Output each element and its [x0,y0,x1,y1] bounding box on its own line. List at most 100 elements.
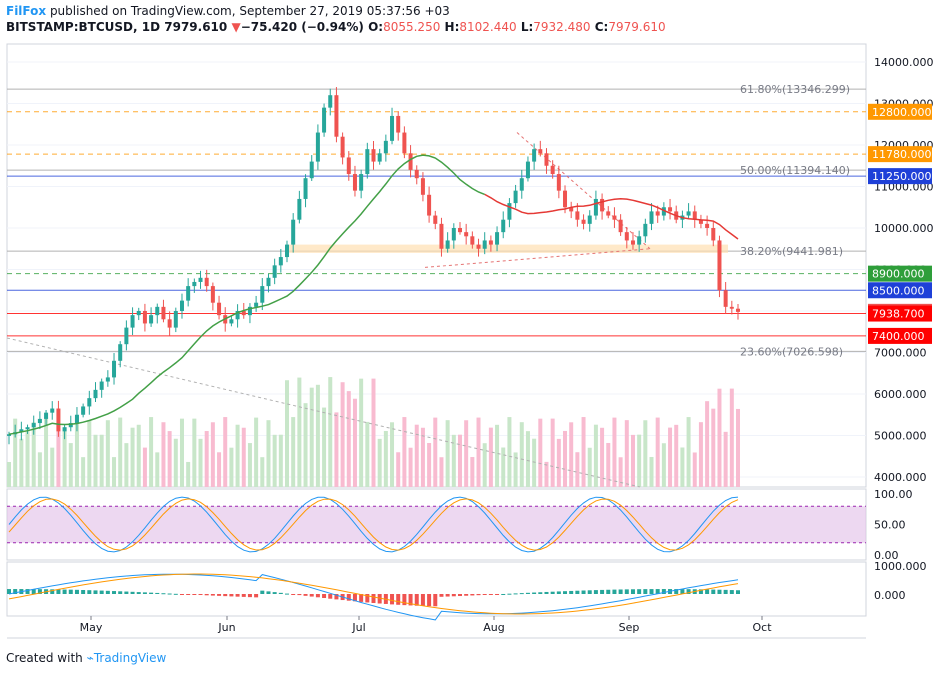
macd-histogram-bar [427,594,432,607]
price-tick-label: 7000.000 [874,347,927,360]
volume-bar [204,431,209,487]
candle [340,132,345,165]
candle [507,198,512,228]
high-value: 8102.440 [459,20,517,34]
macd-histogram-bar [457,594,462,597]
candle [179,293,184,319]
macd-histogram-bar [544,591,549,594]
time-axis[interactable]: May Jun Jul Aug Sep Oct [80,616,773,634]
price-badge-3: 8900.000 [868,265,932,282]
macd-histogram-bar [260,590,265,594]
price-badge-1: 11780.000 [868,146,932,163]
candle-body [136,311,141,316]
rsi-tick-label: 0.00 [874,549,899,562]
macd-histogram-bar [167,593,172,595]
candle [99,378,104,398]
candle [433,210,438,230]
volume-bar [303,403,308,487]
macd-histogram-bar [247,594,252,598]
volume-bar [507,417,512,487]
volume-bar [81,457,86,487]
candle [167,311,172,336]
candle [482,232,487,255]
candle-body [352,174,357,191]
candle [408,145,413,178]
candle-body [118,344,123,361]
volume-bar [365,421,370,487]
candle [81,403,86,418]
price-badge-bg [868,327,932,344]
tradingview-link[interactable]: TradingView [93,651,167,665]
volume-bar [402,417,407,487]
volume-bar [470,457,475,487]
volume-bar [587,447,592,487]
candle-body [254,302,259,307]
candle [457,222,462,235]
candle-body [25,427,30,430]
macd-histogram-bar [192,594,197,595]
macd-histogram-bar [13,589,18,594]
macd-histogram-bar [420,594,425,606]
volume-bar [62,427,67,487]
price-tick-label: 4000.000 [874,471,927,484]
price-badge-7: 7400.000 [868,327,932,344]
candle [556,165,561,199]
volume-bar [93,434,98,487]
volume-bar [705,401,710,487]
macd-histogram-bar [62,589,67,594]
price-badge-0: 12800.000 [868,103,932,120]
candle [31,415,36,435]
volume-bar [538,418,543,487]
candle-body [563,190,568,208]
candle [204,269,209,292]
candle-body [303,178,308,199]
candle-body [476,244,481,249]
macd-histogram-bar [93,590,98,594]
pane-2 [6,561,867,617]
macd-histogram-bar [637,589,642,594]
candle-body [698,219,703,224]
macd-line [8,573,739,621]
macd-histogram-bar [470,594,475,596]
candle-body [124,327,129,345]
symbol-label: BITSTAMP:BTCUSD, 1D [6,20,161,34]
candle-body [525,161,530,179]
volume-bar [556,438,561,487]
candle [266,273,271,293]
publisher-name[interactable]: FilFox [6,4,47,18]
chart-header: FilFox published on TradingView.com, Sep… [6,3,926,35]
price-tick-label: 14000.000 [874,56,934,69]
macd-histogram-bar [161,593,166,595]
macd-histogram-bar [563,591,568,594]
macd-histogram-bar [136,592,141,594]
macd-histogram-bar [680,589,685,594]
volume-bar [173,438,178,487]
volume-bar [229,447,234,487]
candle [365,142,370,179]
volume-bar [433,417,438,487]
candle [93,382,98,403]
candle-body [291,219,296,245]
candle-body [661,207,666,216]
candle [451,223,456,249]
price-change: −75.420 (−0.94%) [240,20,364,34]
candle-body [260,286,265,303]
volume-bar [575,452,580,487]
candle-body [62,427,67,432]
candle-body [451,228,456,241]
fib-label-0: 61.80%(13346.299) [740,83,850,96]
candle-body [612,215,617,220]
macd-histogram-bar [606,589,611,594]
candle-body [470,236,475,245]
candle [593,190,598,220]
price-badge-label: 8900.000 [872,268,925,281]
volume-bar [501,447,506,487]
volume-bar [445,420,450,487]
candle [655,205,660,223]
volume-bar [99,434,104,487]
rsi-tick-label: 100.00 [874,488,913,501]
volume-bar [457,434,462,487]
volume-bar [624,420,629,487]
candle [198,270,203,289]
